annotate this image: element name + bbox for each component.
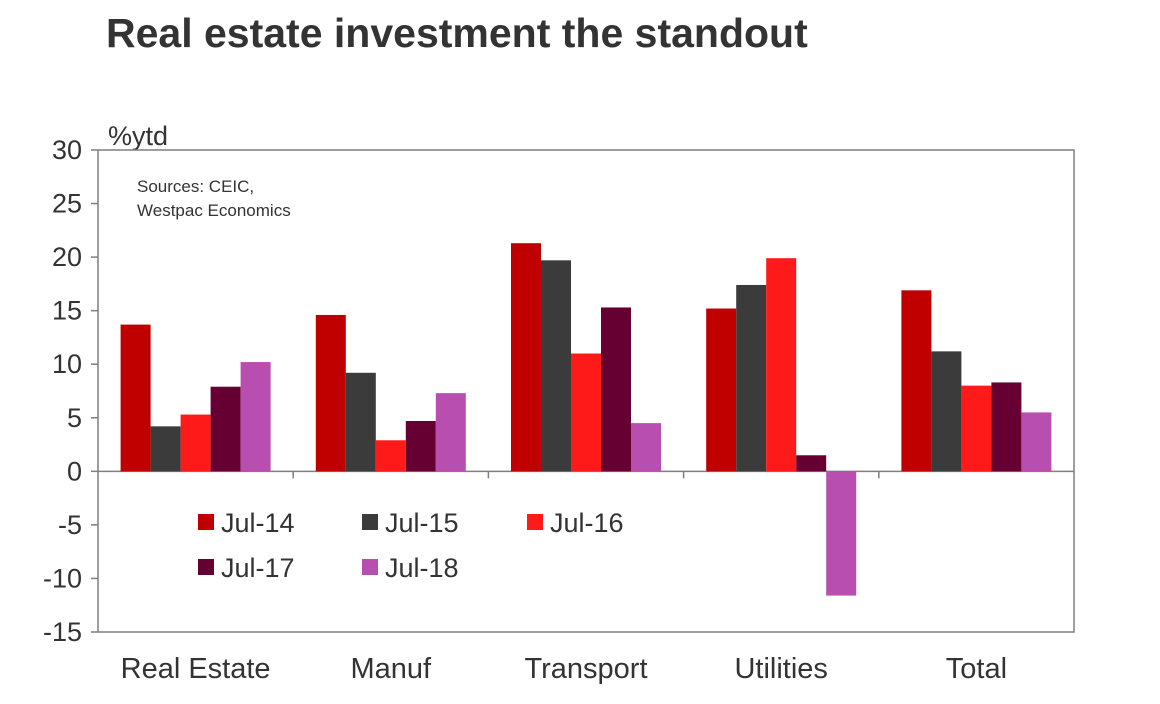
bar bbox=[706, 308, 737, 472]
legend-label: Jul-18 bbox=[385, 553, 459, 583]
legend-item: Jul-14 bbox=[198, 508, 295, 538]
y-tick-label: -5 bbox=[58, 510, 82, 540]
bar bbox=[796, 455, 827, 472]
annotation-line: Westpac Economics bbox=[137, 201, 291, 220]
x-category-label: Total bbox=[946, 653, 1007, 685]
bar bbox=[631, 423, 661, 472]
x-category-label: Transport bbox=[524, 653, 647, 685]
y-tick-label: 15 bbox=[52, 296, 82, 326]
bar bbox=[345, 372, 376, 472]
legend-label: Jul-15 bbox=[385, 508, 459, 538]
x-category-label: Manuf bbox=[350, 653, 432, 685]
bar bbox=[736, 284, 767, 472]
bar bbox=[931, 351, 962, 472]
bar bbox=[541, 260, 571, 472]
y-axis-label: %ytd bbox=[108, 121, 168, 151]
sources-annotation: Sources: CEIC, Westpac Economics bbox=[137, 177, 291, 220]
x-category-label: Real Estate bbox=[121, 653, 271, 685]
bar bbox=[315, 314, 346, 472]
bar bbox=[405, 420, 436, 472]
bar bbox=[435, 393, 466, 472]
legend-swatch bbox=[362, 514, 378, 530]
bar bbox=[210, 386, 241, 472]
bar bbox=[240, 362, 271, 472]
bar bbox=[571, 353, 601, 472]
y-tick-label: 30 bbox=[52, 135, 82, 165]
x-category-label: Utilities bbox=[734, 653, 827, 685]
annotation-line: Sources: CEIC, bbox=[137, 177, 254, 196]
bar bbox=[766, 258, 797, 472]
bar bbox=[826, 471, 857, 596]
y-tick-label: 20 bbox=[52, 242, 82, 272]
legend-swatch bbox=[362, 559, 378, 575]
bar bbox=[180, 414, 211, 472]
legend-swatch bbox=[198, 514, 214, 530]
y-tick-label: 10 bbox=[52, 349, 82, 379]
legend-item: Jul-15 bbox=[362, 508, 459, 538]
y-tick-label: 25 bbox=[52, 189, 82, 219]
bar bbox=[511, 243, 541, 472]
legend-item: Jul-17 bbox=[198, 553, 295, 583]
bar bbox=[375, 440, 406, 472]
y-tick-label: 5 bbox=[67, 403, 82, 433]
legend-label: Jul-14 bbox=[221, 508, 295, 538]
y-tick-label: -10 bbox=[43, 563, 82, 593]
y-tick-label: -15 bbox=[43, 617, 82, 647]
bar bbox=[961, 385, 992, 472]
y-tick-label: 0 bbox=[67, 456, 82, 486]
plot-frame bbox=[97, 149, 1075, 633]
legend-label: Jul-17 bbox=[221, 553, 295, 583]
legend-item: Jul-18 bbox=[362, 553, 459, 583]
bar bbox=[601, 307, 631, 472]
bar bbox=[120, 324, 151, 472]
bar bbox=[901, 290, 932, 472]
legend-label: Jul-16 bbox=[550, 508, 624, 538]
bar bbox=[991, 382, 1022, 472]
legend-item: Jul-16 bbox=[527, 508, 624, 538]
chart-title: Real estate investment the standout bbox=[106, 10, 808, 56]
bar bbox=[1021, 412, 1052, 472]
legend-swatch bbox=[198, 559, 214, 575]
legend-swatch bbox=[527, 514, 543, 530]
bar bbox=[150, 426, 181, 472]
